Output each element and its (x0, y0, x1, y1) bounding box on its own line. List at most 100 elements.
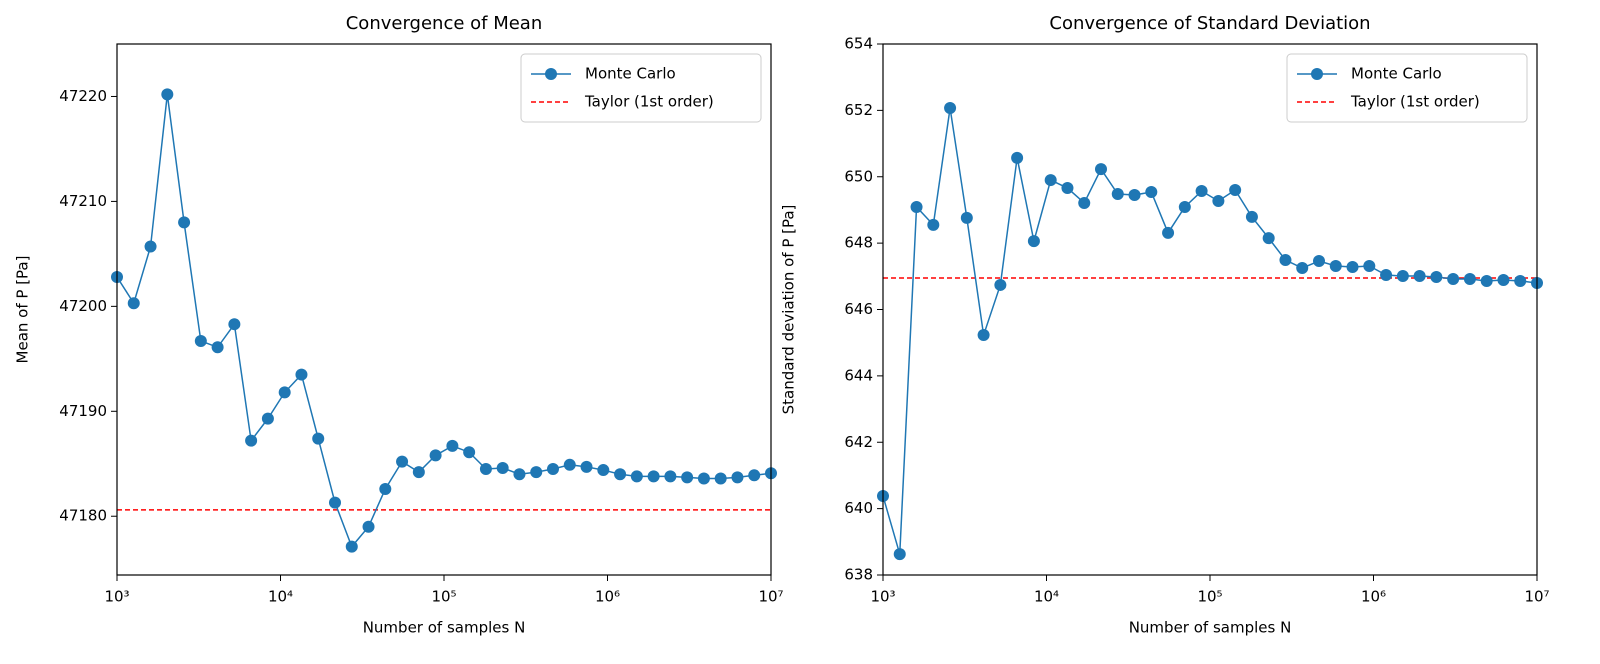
data-point (1111, 188, 1124, 201)
data-point (496, 461, 509, 474)
axes: Convergence of Mean Number of samples N Me… (14, 13, 784, 637)
y-tick-label: 648 (844, 234, 873, 252)
data-point (1480, 274, 1493, 287)
data-point (1195, 185, 1208, 198)
data-point (1346, 261, 1359, 274)
data-point (1514, 274, 1527, 287)
x-tick-label: 10⁴ (268, 588, 293, 606)
y-tick-label: 652 (844, 101, 873, 119)
data-point (1078, 196, 1091, 209)
axes: Convergence of Standard Deviation Number … (780, 13, 1550, 637)
axes-frame (882, 43, 1538, 576)
data-point (1497, 273, 1510, 286)
data-point (1011, 151, 1024, 164)
data-point (245, 434, 258, 447)
y-tick-label: 646 (844, 300, 873, 318)
legend-marker (545, 68, 557, 80)
data-point (328, 496, 341, 509)
x-tick-label: 10⁵ (431, 588, 456, 606)
data-point (379, 482, 392, 495)
data-point (681, 471, 694, 484)
y-tick-label: 47190 (59, 402, 107, 420)
x-tick-label: 10³ (870, 588, 895, 606)
data-point (412, 466, 425, 479)
data-point (1162, 226, 1175, 239)
y-tick-label: 644 (844, 366, 873, 384)
data-point (211, 341, 224, 354)
x-axis-label: Number of samples N (1129, 619, 1292, 637)
data-point (530, 466, 543, 479)
data-point (1430, 270, 1443, 283)
data-point (1061, 182, 1074, 195)
data-point (396, 455, 409, 468)
data-point (1363, 260, 1376, 273)
y-tick-label: 642 (844, 433, 873, 451)
data-point (1178, 200, 1191, 213)
legend-marker (1311, 68, 1323, 80)
data-point (1229, 184, 1242, 197)
data-point (731, 471, 744, 484)
legend-label: Taylor (1st order) (1350, 93, 1480, 111)
y-axis-label: Standard deviation of P [Pa] (780, 205, 798, 415)
y-tick-label: 47210 (59, 192, 107, 210)
data-point (1413, 269, 1426, 282)
series-line (117, 94, 771, 549)
data-point (1447, 272, 1460, 285)
series-line (883, 107, 1537, 555)
y-tick-label: 638 (844, 566, 873, 584)
x-tick-label: 10³ (104, 588, 129, 606)
y-tick-label: 47220 (59, 87, 107, 105)
y-axis-label: Mean of P [Pa] (14, 256, 32, 364)
data-point (697, 472, 710, 485)
data-point (647, 470, 660, 483)
data-point (312, 432, 325, 445)
chart-title: Convergence of Standard Deviation (1049, 13, 1370, 34)
y-tick-label: 654 (844, 35, 873, 53)
y-tick-label: 650 (844, 167, 873, 185)
data-point (1463, 272, 1476, 285)
data-point (893, 548, 906, 561)
data-point (960, 211, 973, 224)
data-point (580, 460, 593, 473)
data-point (1296, 262, 1309, 275)
data-point (362, 520, 375, 533)
data-point (479, 463, 492, 476)
data-point (228, 318, 241, 331)
data-point (1279, 254, 1292, 267)
data-point (513, 468, 526, 481)
data-point (1262, 232, 1275, 245)
y-tick-label: 47180 (59, 507, 107, 525)
data-point (1044, 174, 1057, 187)
data-point (910, 200, 923, 213)
x-tick-label: 10⁵ (1197, 588, 1222, 606)
x-tick-label: 10⁷ (758, 588, 783, 606)
legend: Monte Carlo Taylor (1st order) (520, 53, 762, 123)
legend-label: Monte Carlo (1351, 65, 1442, 83)
data-point (944, 102, 957, 115)
data-point (664, 470, 677, 483)
legend-label: Taylor (1st order) (584, 93, 714, 111)
data-point (161, 88, 174, 101)
data-point (194, 334, 207, 347)
data-point (1245, 210, 1258, 223)
data-point (614, 468, 627, 481)
chart-title: Convergence of Mean (346, 13, 543, 34)
x-tick-label: 10⁷ (1524, 588, 1549, 606)
data-point (563, 458, 576, 471)
data-point (261, 412, 274, 425)
data-point (295, 368, 308, 381)
data-point (927, 218, 940, 231)
data-point (714, 472, 727, 485)
data-point (1094, 163, 1107, 176)
data-point (547, 463, 560, 476)
axes-frame (116, 43, 772, 576)
data-point (446, 439, 459, 452)
y-tick-label: 47200 (59, 297, 107, 315)
data-point (1313, 255, 1326, 268)
data-point (144, 240, 157, 253)
data-point (345, 540, 358, 553)
legend-label: Monte Carlo (585, 65, 676, 83)
data-point (429, 449, 442, 462)
